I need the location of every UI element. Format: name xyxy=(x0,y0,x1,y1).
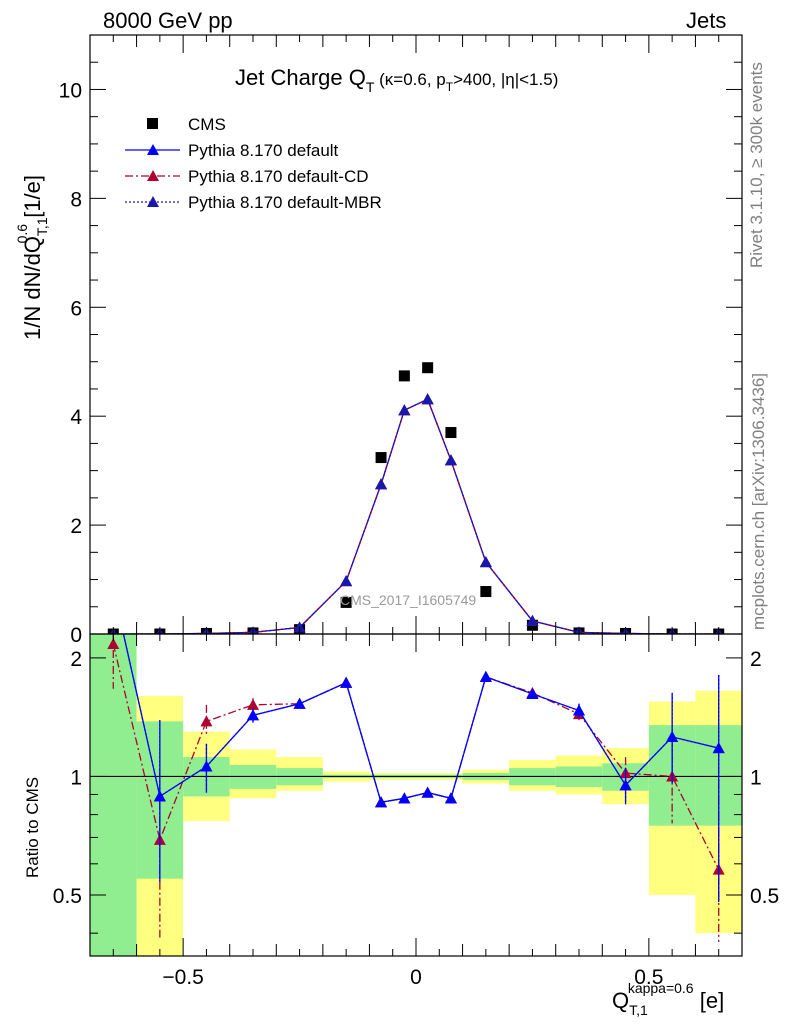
legend-marker xyxy=(147,170,159,181)
x-axis-label: QT,1kappa=0.6 [e] xyxy=(612,980,724,1018)
ratio-marker xyxy=(444,792,457,804)
y-axis-label-group: 1/N dN/dQT,10.6 [1/e] xyxy=(14,175,50,340)
legend-label: Pythia 8.170 default-CD xyxy=(188,167,369,186)
ratio-marker xyxy=(712,742,725,754)
ratio-marker xyxy=(107,583,119,594)
y-tick-label: 10 xyxy=(59,79,82,102)
series-marker xyxy=(444,454,457,466)
series-marker xyxy=(375,478,388,490)
ratio-marker xyxy=(107,637,120,649)
legend: CMS Pythia 8.170 default Pythia 8.170 defa… xyxy=(125,115,382,212)
category-label: Jets xyxy=(686,8,727,33)
ratio-y-tick-label-right: 0.5 xyxy=(750,885,779,908)
ratio-marker xyxy=(421,786,434,798)
ratio-plot-area xyxy=(90,583,742,942)
ratio-marker xyxy=(619,779,632,791)
ratio-marker xyxy=(200,760,213,772)
plot-title: Jet Charge QT (κ=0.6, pT>400, |η|<1.5) xyxy=(235,65,558,95)
y-tick-label: 8 xyxy=(70,188,82,211)
ratio-y-tick-label: 2 xyxy=(70,648,82,671)
axes-and-ticks xyxy=(89,34,743,957)
legend-label: Pythia 8.170 default-MBR xyxy=(188,193,382,212)
legend-label: CMS xyxy=(188,115,226,134)
ratio-y-tick-label: 0.5 xyxy=(53,885,82,908)
ratio-y-tick-label-right: 1 xyxy=(750,766,762,789)
y-tick-label: 6 xyxy=(70,297,82,320)
energy-label: 8000 GeV pp xyxy=(103,8,233,33)
ratio-y-tick-label-right: 2 xyxy=(750,648,762,671)
series-marker xyxy=(479,556,492,568)
ratio-y-tick-label: 1 xyxy=(70,766,82,789)
ratio-marker xyxy=(293,697,306,709)
analysis-watermark: CMS_2017_I1605749 xyxy=(340,592,476,608)
mcplots-label: mcplots.cern.ch [arXiv:1306.3436] xyxy=(749,372,768,630)
ratio-marker xyxy=(200,715,213,727)
series-marker xyxy=(526,614,539,626)
y-tick-label: 2 xyxy=(70,515,82,538)
ratio-axis-label: Ratio to CMS xyxy=(23,777,42,878)
y-tick-label: 0 xyxy=(70,624,82,647)
ratio-marker xyxy=(153,790,166,802)
data-point xyxy=(375,452,387,464)
series-marker xyxy=(293,621,306,633)
ratio-marker xyxy=(247,709,259,721)
y-tick-label: 4 xyxy=(70,406,82,429)
ratio-marker xyxy=(340,676,353,688)
data-point xyxy=(445,427,457,439)
legend-marker-data xyxy=(147,118,158,129)
ratio-marker xyxy=(479,670,492,682)
y-axis-label: 1/N dN/dQT,10.6 [1/e] xyxy=(14,175,50,340)
ratio-marker xyxy=(375,796,388,808)
ratio-line-2 xyxy=(122,634,719,803)
legend-label: Pythia 8.170 default xyxy=(188,141,339,160)
x-tick-label: −0.5 xyxy=(162,966,203,989)
series-marker xyxy=(421,393,434,405)
ratio-marker xyxy=(526,687,539,699)
data-point xyxy=(422,362,434,374)
legend-marker xyxy=(147,196,159,207)
ratio-marker xyxy=(107,583,119,594)
legend-marker xyxy=(147,144,159,155)
series-marker xyxy=(340,575,353,587)
ratio-marker xyxy=(398,792,411,804)
rivet-label: Rivet 3.1.10, ≥ 300k events xyxy=(747,62,766,268)
ratio-axis-label-group: Ratio to CMS xyxy=(23,777,42,878)
ratio-marker xyxy=(247,698,259,710)
series-marker xyxy=(398,404,411,416)
ratio-marker xyxy=(573,704,585,716)
data-point xyxy=(340,596,352,608)
data-point xyxy=(398,370,410,382)
data-point xyxy=(480,586,492,598)
x-tick-label: 0 xyxy=(410,966,422,989)
x-tick-label: 0.5 xyxy=(634,966,663,989)
ratio-marker xyxy=(666,730,679,742)
